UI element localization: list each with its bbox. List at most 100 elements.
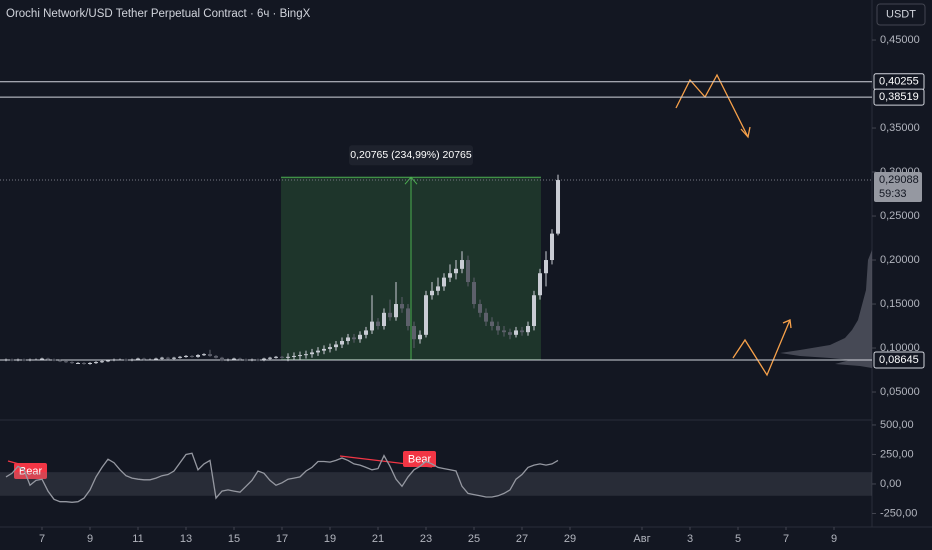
osc-y-tick-label: -250,00	[880, 507, 917, 519]
candle-body	[256, 359, 261, 361]
bear-label: Bear	[19, 465, 43, 477]
hline-label-box	[873, 88, 925, 106]
candle-body	[526, 326, 531, 333]
candle-body	[520, 330, 525, 333]
candle-body	[514, 330, 519, 335]
candle-body	[364, 330, 369, 335]
candle-body	[466, 260, 471, 283]
candle-body	[340, 340, 345, 345]
hline-label-box	[873, 351, 925, 369]
hline-label: 0,38519	[879, 91, 919, 103]
candle-body	[472, 282, 477, 305]
candle-body	[268, 357, 273, 359]
x-tick-label: Авг	[633, 533, 650, 545]
candle-body	[244, 359, 249, 361]
bear-label-box	[403, 451, 436, 467]
candle-body	[370, 321, 375, 331]
hline-label: 0,08645	[879, 354, 919, 366]
candle-body	[406, 308, 411, 327]
candle-body	[400, 304, 405, 309]
candle-body	[220, 357, 225, 361]
candle-body	[328, 347, 333, 349]
osc-y-tick-label: 0,00	[880, 478, 901, 490]
candle-body	[538, 273, 543, 296]
candle-body	[346, 337, 351, 341]
candle-body	[298, 355, 303, 357]
candle-body	[394, 304, 399, 318]
projection-line	[732, 319, 791, 377]
candle-body	[292, 355, 297, 357]
candle-body	[184, 355, 189, 357]
x-tick-label: 21	[372, 533, 384, 545]
candle-body	[100, 361, 105, 363]
x-tick-label: 25	[468, 533, 480, 545]
currency-label[interactable]: USDT	[886, 8, 916, 20]
measure-label-box	[349, 145, 474, 166]
candle-body	[214, 355, 219, 358]
candle-body	[418, 334, 423, 340]
x-tick-label: 3	[687, 533, 693, 545]
candle-body	[352, 337, 357, 340]
y-tick-label: 0,20000	[880, 254, 920, 266]
x-tick-label: 9	[87, 533, 93, 545]
candle-body	[304, 354, 309, 356]
last-price-box	[874, 172, 922, 203]
y-tick-label: 0,35000	[880, 122, 920, 134]
measure-label: 0,20765 (234,99%) 20765	[350, 149, 472, 161]
candle-body	[58, 360, 63, 362]
x-tick-label: 9	[831, 533, 837, 545]
candle-body	[382, 312, 387, 327]
candle-body	[424, 295, 429, 335]
candle-body	[10, 359, 15, 361]
candle-body	[52, 359, 57, 361]
hline-label: 0,40255	[879, 76, 919, 88]
candle-body	[136, 358, 141, 360]
y-tick-label: 0,05000	[880, 386, 920, 398]
candle-body	[550, 233, 555, 261]
y-tick-label: 0,25000	[880, 210, 920, 222]
candle-body	[148, 359, 153, 361]
x-tick-label: 7	[39, 533, 45, 545]
candle-body	[334, 344, 339, 348]
x-tick-label: 11	[132, 533, 143, 545]
bear-label-box	[14, 463, 47, 479]
candle-body	[172, 357, 177, 359]
candle-body	[178, 356, 183, 358]
candle-body	[208, 354, 213, 356]
candle-body	[484, 312, 489, 322]
candle-body	[94, 362, 99, 364]
osc-y-tick-label: 500,00	[880, 419, 914, 431]
oscillator-line	[5, 452, 559, 503]
candle-body	[544, 260, 549, 274]
x-tick-label: 27	[516, 533, 528, 545]
candle-body	[88, 362, 93, 364]
chart-title: Orochi Network/USD Tether Perpetual Cont…	[6, 8, 311, 20]
projection-arrow	[740, 126, 751, 139]
last-price-label: 0,29088	[879, 174, 919, 186]
osc-y-tick-label: 250,00	[880, 448, 914, 460]
candle-body	[76, 362, 81, 364]
candle-body	[322, 348, 327, 351]
candle-body	[496, 326, 501, 331]
x-tick-label: 7	[783, 533, 789, 545]
candle-body	[196, 355, 201, 357]
y-tick-label: 0,10000	[880, 342, 920, 354]
countdown-label: 59:33	[879, 188, 907, 200]
candle-body	[4, 359, 9, 361]
candle-body	[70, 362, 75, 364]
candle-body	[556, 180, 561, 234]
candle-body	[358, 334, 363, 340]
currency-button[interactable]	[876, 3, 926, 26]
measure-arrowhead	[404, 176, 418, 185]
candle-body	[490, 321, 495, 327]
candle-body	[226, 359, 231, 361]
x-tick-label: 19	[324, 533, 336, 545]
projection-arrow	[782, 319, 792, 329]
candle-body	[142, 358, 147, 360]
y-tick-label: 0,15000	[880, 298, 920, 310]
candle-body	[106, 360, 111, 362]
y-tick-label: 0,45000	[880, 34, 920, 46]
